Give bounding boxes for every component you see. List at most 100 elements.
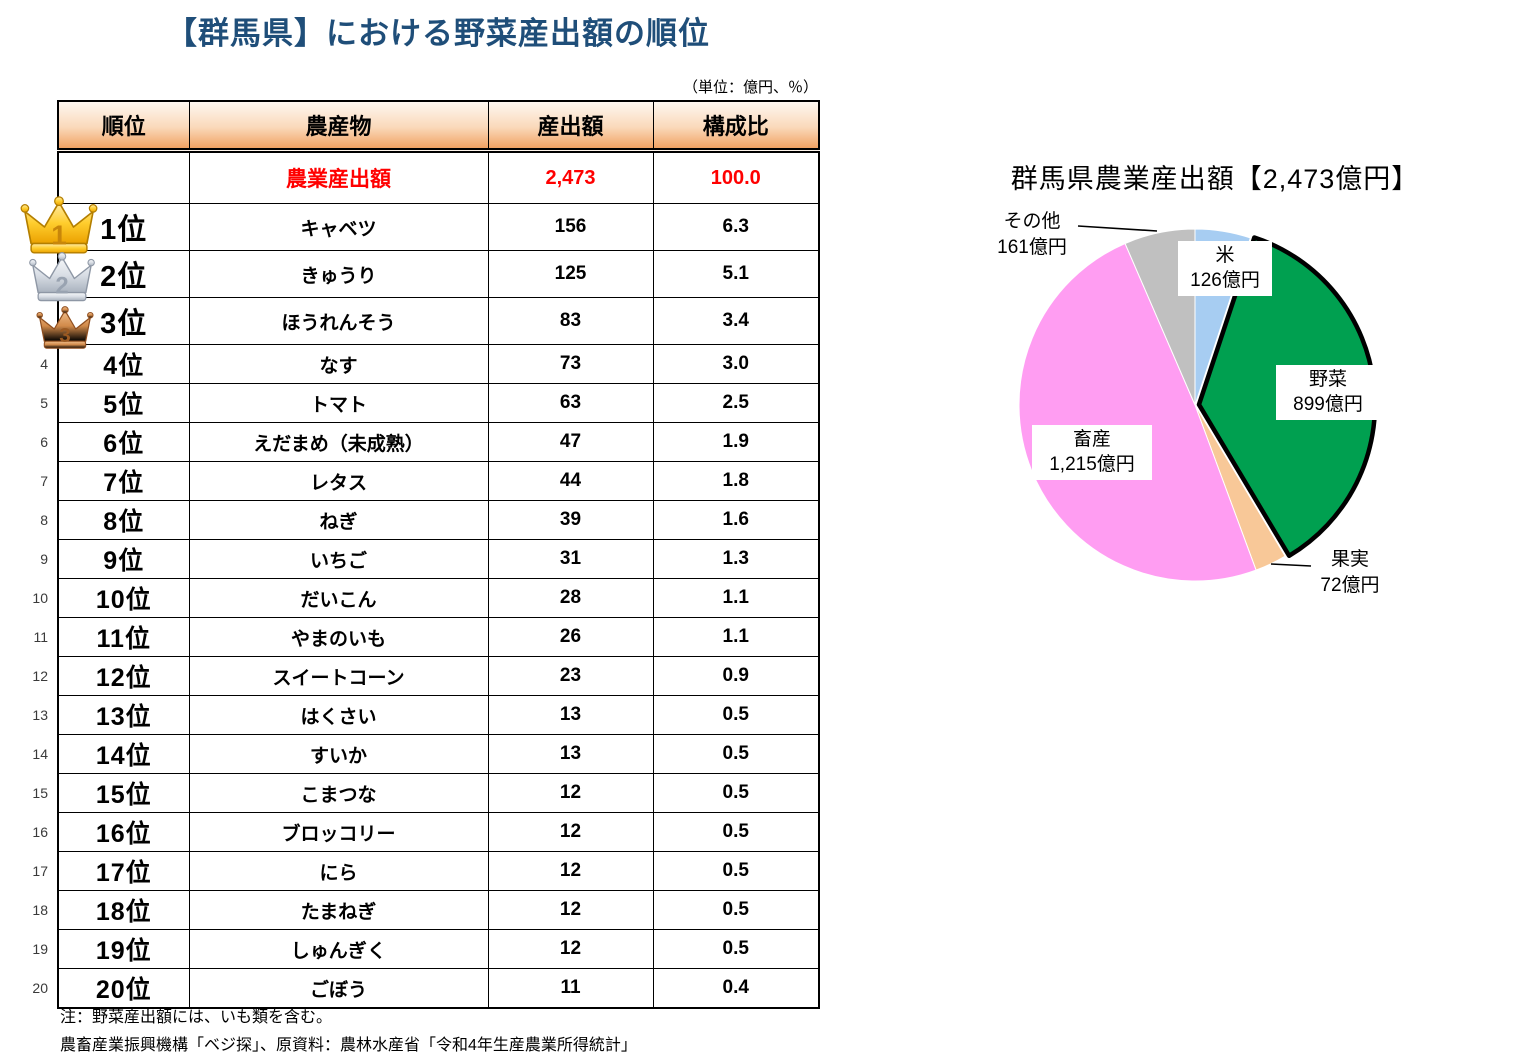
header-value: 産出額 — [487, 100, 654, 153]
table-row: 11位 やまのいも 26 1.1 — [57, 617, 820, 657]
pie-label-fruit-name: 果実 — [1330, 549, 1369, 570]
cell-value: 44 — [487, 461, 654, 501]
cell-rank: 5位 — [57, 383, 190, 423]
cell-value: 12 — [487, 851, 654, 891]
row-number: 6 — [40, 434, 48, 450]
cell-value: 13 — [487, 695, 654, 735]
cell-rank: 20位 — [57, 968, 190, 1009]
pie-label-other: その他 161億円 — [986, 209, 1078, 260]
table-row: 17位 にら 12 0.5 — [57, 851, 820, 891]
cell-rank: 12位 — [57, 656, 190, 696]
crown-number: 1 — [51, 220, 67, 251]
cell-value: 47 — [487, 422, 654, 462]
cell-rank: 15位 — [57, 773, 190, 813]
cell-rank: 10位 — [57, 578, 190, 618]
cell-share: 1.1 — [652, 617, 820, 657]
row-number: 7 — [40, 473, 48, 489]
cell-product: ねぎ — [188, 500, 489, 540]
pie-slice-other — [1124, 228, 1196, 406]
header-rank: 順位 — [57, 100, 190, 153]
cell-share: 1.6 — [652, 500, 820, 540]
cell-product: えだまめ（未成熟） — [188, 422, 489, 462]
cell-product: 農業産出額 — [188, 150, 489, 204]
cell-value: 73 — [487, 344, 654, 384]
pie-label-rice-value: 126億円 — [1190, 269, 1260, 291]
cell-product: ごぼう — [188, 968, 489, 1009]
table-row: 20位 ごぼう 11 0.4 — [57, 968, 820, 1009]
cell-rank — [57, 150, 190, 204]
cell-value: 26 — [487, 617, 654, 657]
cell-share: 0.5 — [652, 929, 820, 969]
cell-share: 3.4 — [652, 297, 820, 345]
cell-value: 83 — [487, 297, 654, 345]
row-number: 20 — [32, 980, 48, 996]
cell-share: 0.5 — [652, 734, 820, 774]
cell-value: 156 — [487, 203, 654, 251]
cell-value: 12 — [487, 812, 654, 852]
page-title: 【群馬県】における野菜産出額の順位 — [166, 16, 710, 51]
row-number: 18 — [32, 902, 48, 918]
cell-product: にら — [188, 851, 489, 891]
cell-product: トマト — [188, 383, 489, 423]
table-header-row: 順位 農産物 産出額 構成比 — [57, 100, 820, 153]
row-number: 16 — [32, 824, 48, 840]
cell-product: なす — [188, 344, 489, 384]
cell-rank: 14位 — [57, 734, 190, 774]
cell-value: 12 — [487, 773, 654, 813]
row-number: 19 — [32, 941, 48, 957]
cell-product: きゅうり — [188, 250, 489, 298]
pie-slice-livestock — [1018, 242, 1257, 582]
cell-share: 100.0 — [652, 150, 820, 204]
header-product: 農産物 — [188, 100, 489, 153]
cell-rank: 17位 — [57, 851, 190, 891]
pie-label-livestock-value: 1,215億円 — [1049, 453, 1135, 475]
row-number: 9 — [40, 551, 48, 567]
table-row: 13位 はくさい 13 0.5 — [57, 695, 820, 735]
cell-product: ブロッコリー — [188, 812, 489, 852]
cell-product: ほうれんそう — [188, 297, 489, 345]
cell-product: だいこん — [188, 578, 489, 618]
ranking-table: 順位 農産物 産出額 構成比 農業産出額 2,473 100.0 1位 キャベツ 156 6… — [57, 100, 820, 1009]
row-number: 13 — [32, 707, 48, 723]
row-number: 11 — [33, 629, 48, 645]
cell-value: 12 — [487, 890, 654, 930]
row-number: 14 — [32, 746, 48, 762]
cell-rank: 6位 — [57, 422, 190, 462]
silver-crown-icon: 2 — [29, 252, 95, 302]
footnote: 注：野菜産出額には、いも類を含む。 — [60, 1009, 333, 1026]
cell-value: 13 — [487, 734, 654, 774]
pie-chart-title: 群馬県農業産出額【2,473億円】 — [1010, 164, 1420, 194]
cell-rank: 9位 — [57, 539, 190, 579]
row-number: 4 — [40, 356, 48, 372]
cell-share: 0.5 — [652, 890, 820, 930]
leader-line-other — [1077, 225, 1158, 232]
pie-label-livestock: 畜産 1,215億円 — [1032, 425, 1152, 481]
table-row: 14位 すいか 13 0.5 — [57, 734, 820, 774]
gold-crown-icon: 1 — [20, 196, 98, 254]
cell-rank: 7位 — [57, 461, 190, 501]
table-row: 7位 レタス 44 1.8 — [57, 461, 820, 501]
cell-product: はくさい — [188, 695, 489, 735]
cell-product: たまねぎ — [188, 890, 489, 930]
cell-rank: 4位 — [57, 344, 190, 384]
pie-label-fruit-value: 72億円 — [1320, 574, 1380, 596]
cell-share: 0.5 — [652, 812, 820, 852]
cell-value: 28 — [487, 578, 654, 618]
cell-product: スイートコーン — [188, 656, 489, 696]
table-row: 18位 たまねぎ 12 0.5 — [57, 890, 820, 930]
table-row: 1位 キャベツ 156 6.3 — [57, 203, 820, 251]
table-row: 3位 ほうれんそう 83 3.4 — [57, 297, 820, 345]
cell-share: 3.0 — [652, 344, 820, 384]
table-row: 4位 なす 73 3.0 — [57, 344, 820, 384]
pie-label-vegetable-value: 899億円 — [1293, 393, 1363, 415]
pie-label-other-value: 161億円 — [997, 236, 1067, 258]
table-row: 2位 きゅうり 125 5.1 — [57, 250, 820, 298]
cell-product: レタス — [188, 461, 489, 501]
crown-number: 3 — [59, 324, 71, 347]
table-row: 15位 こまつな 12 0.5 — [57, 773, 820, 813]
crown-number: 2 — [55, 273, 68, 300]
cell-share: 5.1 — [652, 250, 820, 298]
pie-label-fruit: 果実 72億円 — [1306, 547, 1394, 598]
table-row: 10位 だいこん 28 1.1 — [57, 578, 820, 618]
cell-rank: 8位 — [57, 500, 190, 540]
